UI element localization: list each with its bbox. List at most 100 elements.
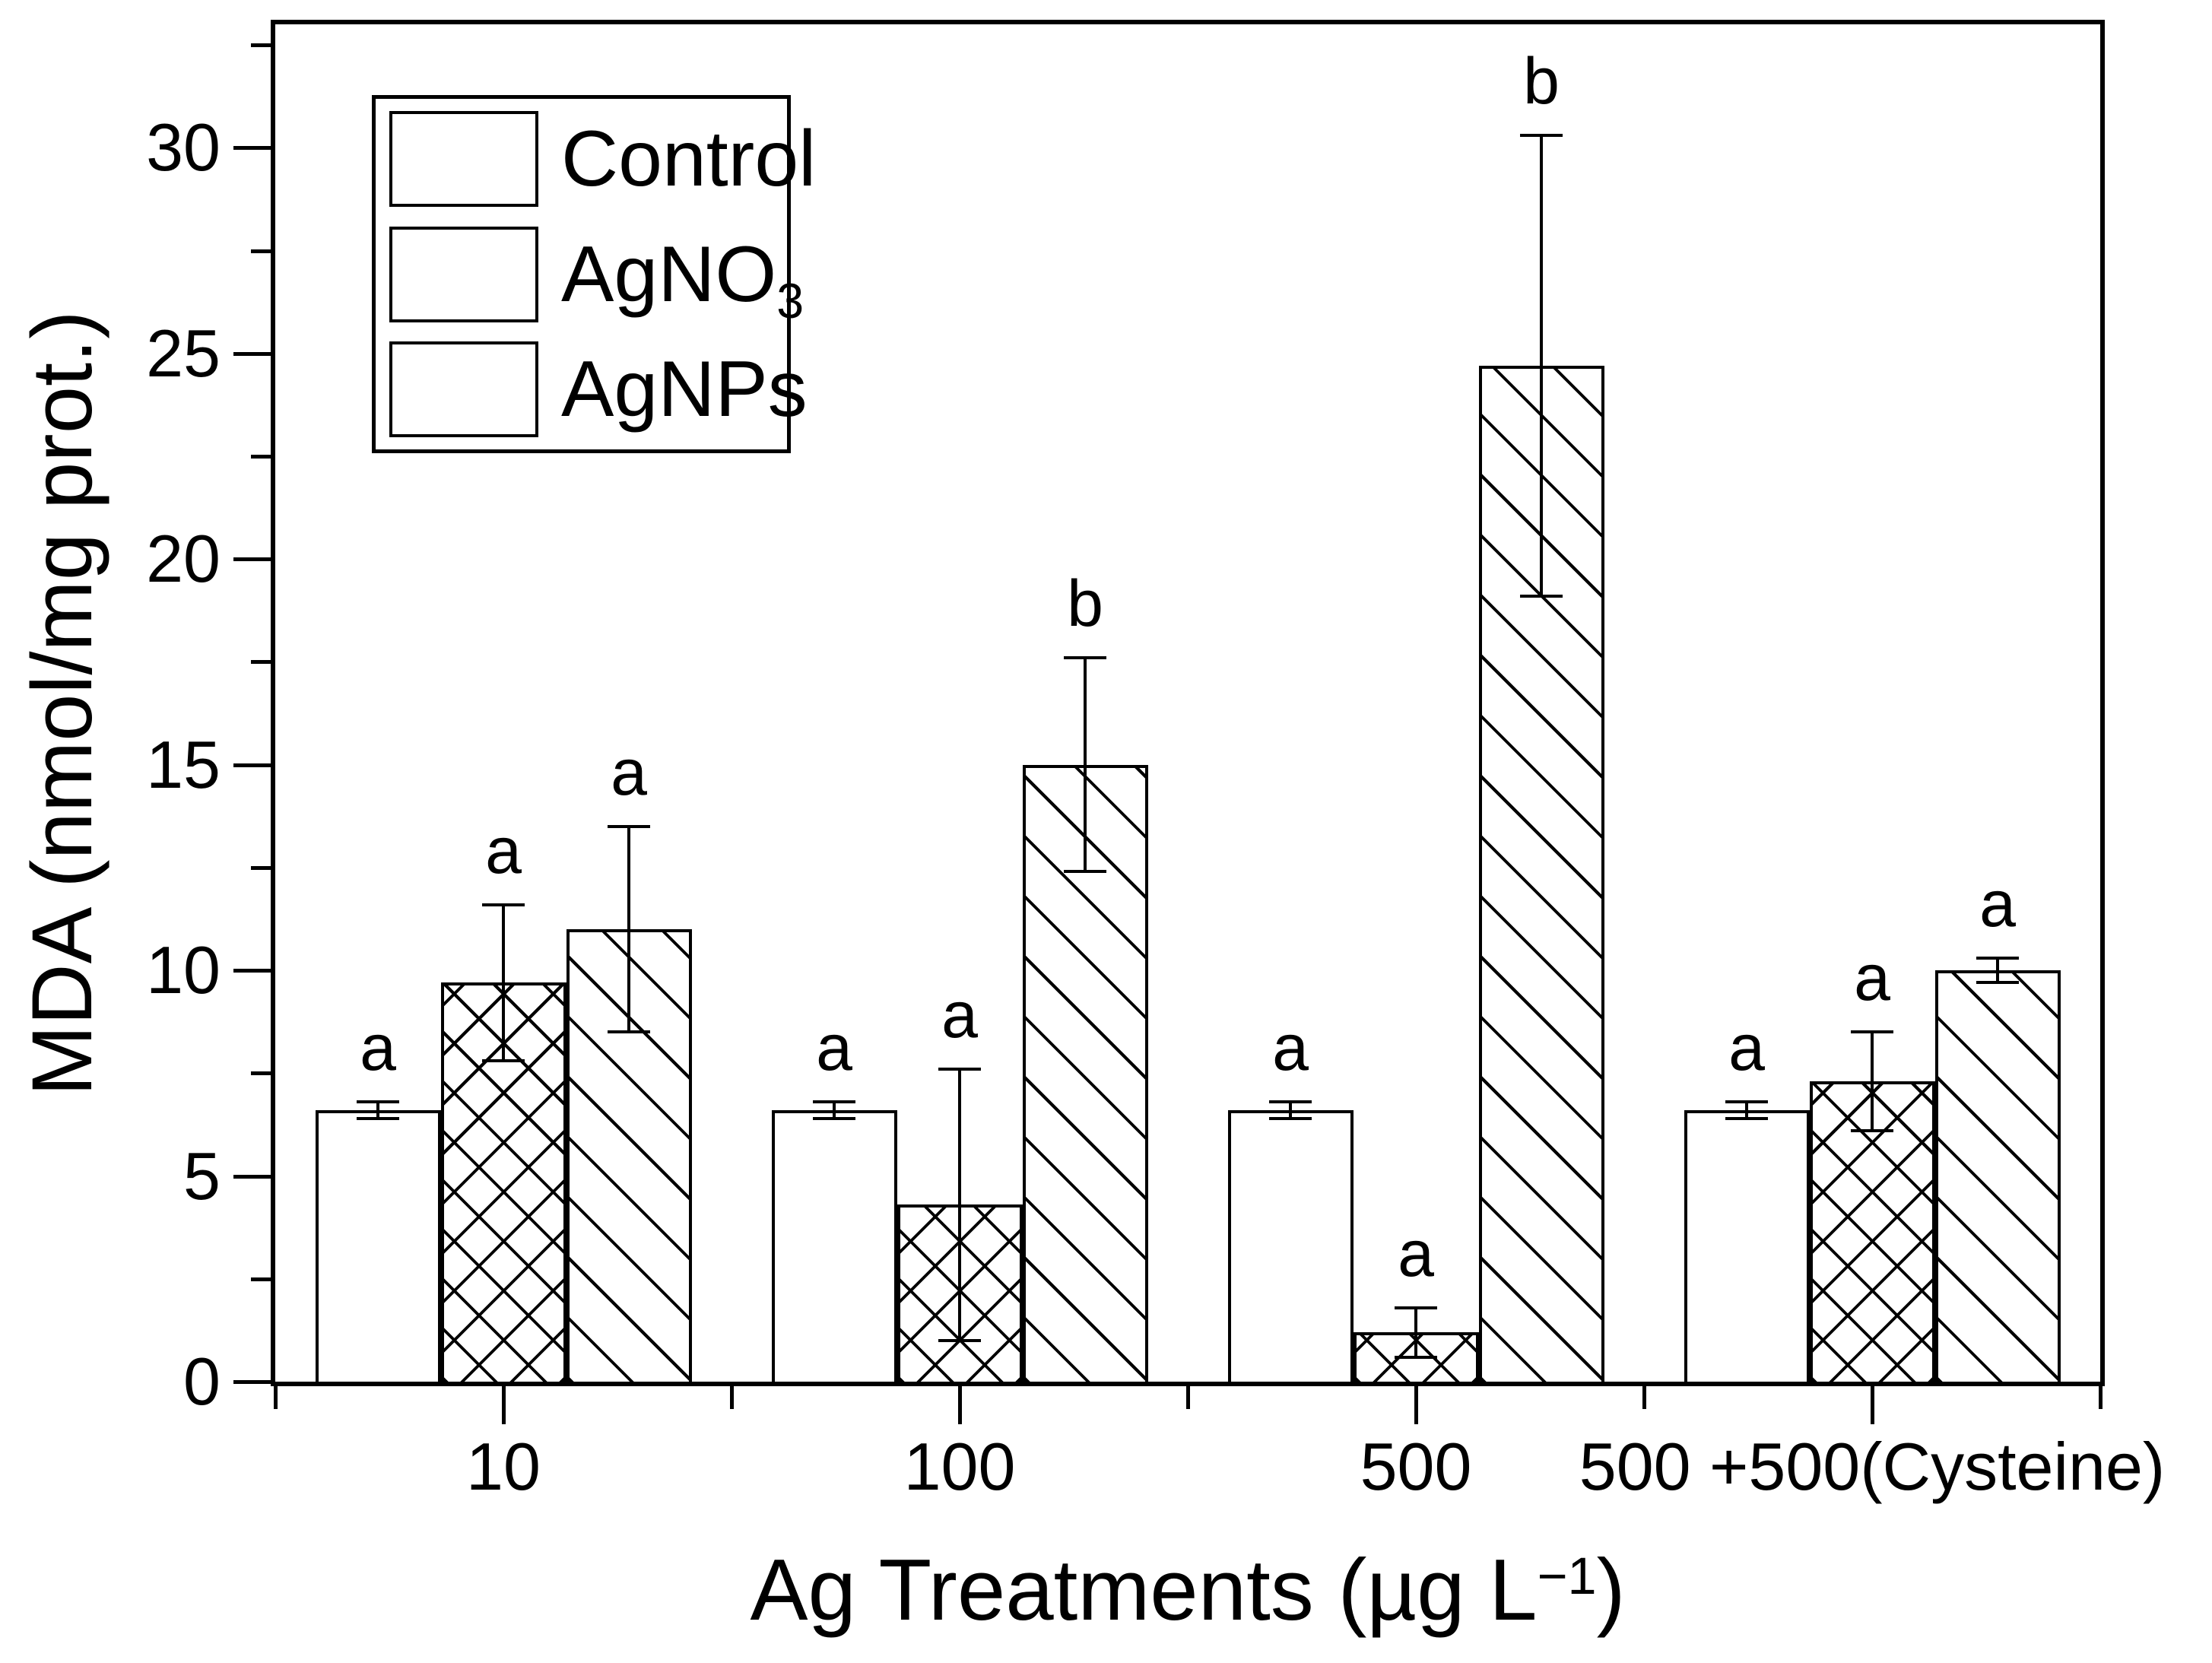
y-tick-label: 20 — [146, 521, 221, 597]
x-axis-title-close: ) — [1596, 1542, 1626, 1639]
y-major-tick — [233, 557, 275, 562]
sig-letter: a — [360, 1011, 396, 1085]
error-bar-cap-top — [1976, 956, 2019, 960]
error-bar — [502, 904, 505, 1062]
bar-AgNO₃-500 +500(Cysteine) — [1809, 1081, 1935, 1382]
error-bar-cap-top — [1851, 1030, 1893, 1034]
error-bar-cap-top — [1520, 134, 1563, 138]
x-minor-tick — [730, 1386, 734, 1409]
error-bar-cap-top — [813, 1100, 855, 1104]
sig-letter: a — [1728, 1011, 1765, 1085]
error-bar-cap-top — [1269, 1100, 1312, 1104]
sig-letter: a — [816, 1011, 852, 1085]
error-bar — [958, 1068, 961, 1341]
sig-letter: a — [1854, 941, 1890, 1015]
sig-letter: b — [1067, 567, 1103, 640]
error-bar-cap-bottom — [1520, 594, 1563, 598]
sig-letter: a — [611, 735, 647, 809]
x-axis-title: Ag Treatments (µg L−1) — [750, 1547, 1625, 1634]
error-bar-cap-bottom — [1064, 870, 1106, 874]
error-bar — [833, 1102, 836, 1119]
x-axis-title-superscript: −1 — [1537, 1547, 1597, 1605]
error-bar-cap-top — [1395, 1306, 1437, 1309]
y-major-tick — [233, 1174, 275, 1179]
x-tick-label: 500 — [1360, 1429, 1472, 1504]
bar-Control-10 — [315, 1110, 441, 1382]
legend-item-agno: AgNO3 — [389, 226, 804, 325]
error-bar-cap-bottom — [1851, 1129, 1893, 1133]
y-tick-label: 25 — [146, 315, 221, 391]
error-bar-cap-bottom — [1395, 1355, 1437, 1359]
y-tick-label: 0 — [183, 1344, 221, 1419]
y-major-tick — [233, 351, 275, 356]
error-bar — [1084, 658, 1087, 872]
y-major-tick — [233, 146, 275, 151]
error-bar-cap-top — [1064, 656, 1106, 659]
x-major-tick — [1871, 1386, 1874, 1424]
x-major-tick — [1414, 1386, 1418, 1424]
y-minor-tick — [251, 1277, 275, 1281]
y-minor-tick — [251, 454, 275, 459]
error-bar-cap-bottom — [1976, 981, 2019, 985]
error-bar-cap-top — [482, 903, 525, 906]
error-bar — [1745, 1102, 1748, 1119]
x-minor-tick — [1642, 1386, 1646, 1409]
error-bar-cap-bottom — [482, 1059, 525, 1063]
error-bar-cap-top — [1725, 1100, 1768, 1104]
y-minor-tick — [251, 865, 275, 870]
error-bar — [1289, 1102, 1292, 1119]
legend-item-control: Control — [389, 111, 816, 207]
error-bar — [627, 826, 630, 1033]
error-bar-cap-top — [357, 1100, 399, 1104]
legend-swatch-diagonal — [389, 341, 538, 437]
error-bar-cap-bottom — [813, 1116, 855, 1120]
bar-AgNPs-500 +500(Cysteine) — [1934, 970, 2061, 1382]
x-axis-title-text: Ag Treatments (µg L — [750, 1542, 1538, 1639]
sig-letter: a — [1979, 867, 2016, 941]
y-axis-title: MDA (nmol/mg prot.) — [14, 310, 109, 1097]
y-major-tick — [233, 969, 275, 973]
error-bar — [1871, 1032, 1874, 1131]
bar-AgNPs-100 — [1022, 764, 1148, 1382]
y-minor-tick — [251, 43, 275, 48]
sig-letter: a — [1398, 1217, 1434, 1290]
error-bar-cap-bottom — [608, 1030, 650, 1034]
y-minor-tick — [251, 1071, 275, 1076]
legend-label: AgNO3 — [561, 230, 805, 328]
error-bar — [1414, 1307, 1417, 1357]
legend-swatch-crosshatch — [389, 226, 538, 322]
x-tick-label: 500 +500(Cysteine) — [1579, 1429, 2166, 1504]
legend-label: Control — [561, 115, 817, 203]
y-tick-label: 15 — [146, 726, 221, 802]
legend-item-agnps: AgNPs — [389, 341, 808, 437]
y-minor-tick — [251, 249, 275, 253]
legend-label: AgNPs — [561, 345, 808, 433]
x-minor-tick — [1186, 1386, 1190, 1409]
error-bar — [376, 1102, 379, 1119]
bar-Control-500 +500(Cysteine) — [1684, 1110, 1810, 1382]
error-bar — [1540, 135, 1543, 596]
error-bar-cap-bottom — [938, 1338, 981, 1342]
y-tick-label: 5 — [183, 1138, 221, 1214]
x-minor-tick — [274, 1386, 278, 1409]
sig-letter: a — [1272, 1011, 1309, 1085]
error-bar-cap-bottom — [1269, 1116, 1312, 1120]
y-major-tick — [233, 763, 275, 767]
x-tick-label: 10 — [466, 1429, 541, 1504]
error-bar-cap-top — [608, 824, 650, 828]
error-bar-cap-top — [938, 1067, 981, 1071]
y-tick-label: 30 — [146, 109, 221, 186]
x-major-tick — [502, 1386, 506, 1424]
x-tick-label: 100 — [903, 1429, 1016, 1504]
sig-letter: b — [1523, 45, 1560, 119]
legend-label-subscript: 3 — [776, 273, 805, 328]
legend: Control AgNO3 AgNPs — [372, 95, 816, 453]
sig-letter: a — [941, 978, 978, 1052]
sig-letter: a — [485, 814, 522, 887]
y-minor-tick — [251, 660, 275, 665]
error-bar-cap-bottom — [357, 1116, 399, 1120]
bar-Control-500 — [1227, 1110, 1354, 1382]
error-bar-cap-bottom — [1725, 1116, 1768, 1120]
